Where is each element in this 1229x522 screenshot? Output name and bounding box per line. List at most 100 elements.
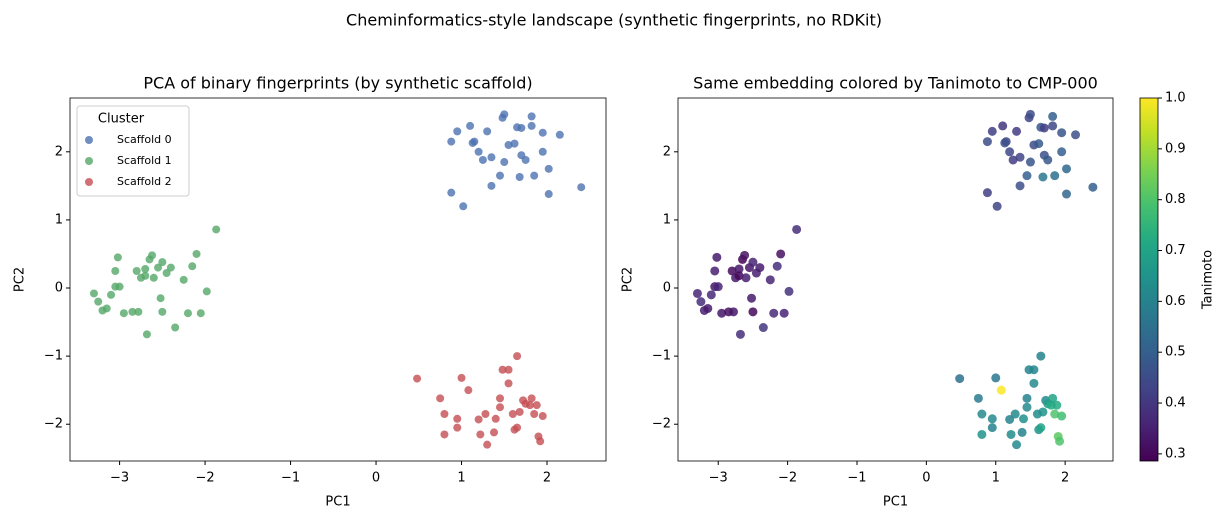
point	[1038, 407, 1048, 417]
point	[703, 303, 713, 313]
point	[495, 394, 504, 403]
figure-title: Cheminformatics-style landscape (synthet…	[346, 11, 882, 30]
point	[111, 266, 120, 275]
point	[779, 308, 789, 318]
point	[166, 263, 175, 272]
point	[1034, 139, 1044, 149]
point	[202, 287, 211, 296]
point	[500, 110, 509, 119]
x-tick-label: 0	[372, 471, 380, 486]
colorbar-tick-label: 0.9	[1165, 141, 1186, 156]
x-axis-label: PC1	[883, 495, 908, 510]
y-tick-label: 0	[663, 281, 671, 296]
point	[508, 410, 517, 419]
point	[784, 286, 794, 296]
y-tick-label: −1	[44, 349, 63, 364]
point	[115, 282, 124, 291]
point	[513, 352, 522, 361]
colorbar	[1139, 97, 1159, 462]
point	[987, 126, 997, 136]
point	[453, 127, 462, 136]
point	[1048, 121, 1058, 131]
y-tick-label: −2	[44, 417, 63, 432]
point	[1071, 130, 1081, 140]
point	[734, 264, 744, 274]
point	[510, 139, 519, 148]
point	[1057, 128, 1067, 138]
point	[955, 374, 965, 384]
point	[89, 289, 98, 298]
point	[154, 263, 163, 272]
point	[748, 257, 758, 267]
point	[119, 309, 128, 318]
point	[464, 386, 473, 395]
x-tick-label: −2	[195, 471, 214, 486]
y-axis-label: PC2	[621, 267, 636, 292]
colorbar-tick-label: 0.7	[1165, 243, 1186, 258]
point	[1000, 138, 1010, 148]
point	[498, 365, 507, 374]
point	[987, 423, 997, 433]
point	[457, 373, 466, 382]
point	[212, 225, 221, 234]
point	[521, 155, 530, 164]
point	[692, 288, 702, 298]
y-tick-label: −1	[652, 349, 671, 364]
point	[141, 271, 150, 280]
point	[532, 401, 541, 410]
point	[478, 155, 487, 164]
point	[765, 275, 775, 285]
plot-area	[89, 110, 586, 449]
point	[1048, 111, 1058, 121]
point	[447, 137, 456, 146]
point	[1022, 171, 1032, 181]
x-tick-label: −1	[847, 471, 866, 486]
point	[447, 188, 456, 197]
point	[504, 365, 513, 374]
legend-marker	[85, 136, 93, 144]
point	[1057, 147, 1067, 157]
plot-area	[692, 109, 1098, 450]
legend-marker	[85, 157, 93, 165]
y-tick-label: 2	[663, 144, 671, 159]
colorbar-tick-label: 0.8	[1165, 192, 1186, 207]
point	[474, 415, 483, 424]
point	[977, 429, 987, 439]
point	[530, 171, 539, 180]
point	[1036, 351, 1046, 361]
point	[483, 440, 492, 449]
point	[158, 258, 167, 267]
point	[517, 123, 526, 132]
legend-label: Scaffold 2	[117, 175, 172, 188]
point	[132, 266, 141, 275]
x-tick-label: −3	[709, 471, 728, 486]
point	[1062, 164, 1072, 174]
point	[577, 183, 586, 192]
point	[1036, 423, 1046, 433]
point	[515, 407, 524, 416]
point	[500, 158, 509, 167]
point	[495, 403, 504, 412]
point	[755, 263, 765, 273]
point	[536, 437, 545, 446]
x-tick-label: −1	[281, 471, 300, 486]
point	[987, 414, 997, 424]
point	[141, 264, 150, 273]
legend-marker	[85, 178, 93, 186]
point	[113, 253, 122, 262]
point	[977, 409, 987, 419]
point	[713, 282, 723, 292]
y-tick-label: 2	[55, 144, 63, 159]
point	[538, 128, 547, 137]
x-tick-label: −3	[110, 471, 129, 486]
point	[734, 271, 744, 281]
point	[735, 329, 745, 339]
legend-label: Scaffold 1	[117, 154, 172, 167]
legend-title: Cluster	[98, 112, 145, 127]
point	[712, 252, 722, 262]
point	[183, 309, 192, 318]
point	[413, 374, 422, 383]
point	[1008, 155, 1018, 165]
point	[1005, 147, 1015, 157]
